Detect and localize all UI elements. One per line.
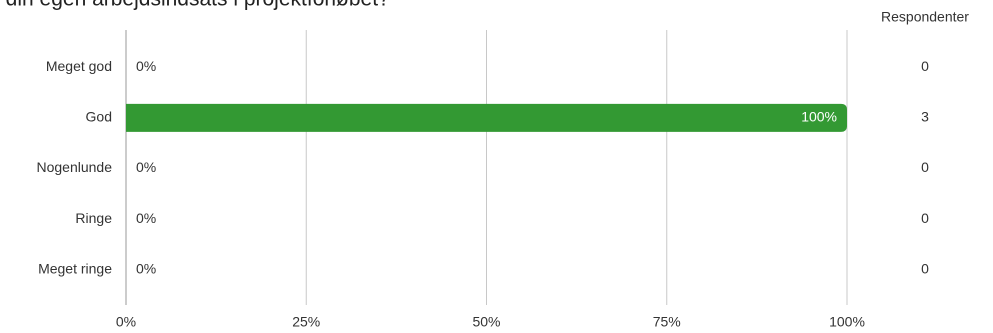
y-tick-label: Ringe [75, 210, 112, 226]
respondent-count: 0 [921, 58, 929, 74]
bar [126, 103, 847, 132]
x-tick-label: 50% [472, 314, 500, 330]
x-tick-label: 25% [292, 314, 320, 330]
x-tick-label: 75% [653, 314, 681, 330]
value-label: 0% [136, 159, 156, 175]
value-label: 0% [136, 58, 156, 74]
value-label: 0% [136, 210, 156, 226]
respondent-count: 0 [921, 210, 929, 226]
chart-title: t din egen arbejdsindsats i projektforlø… [0, 0, 390, 11]
respondent-count: 0 [921, 260, 929, 276]
y-tick-label: God [86, 109, 112, 125]
y-tick-label: Meget god [46, 58, 112, 74]
x-tick-label: 0% [116, 314, 136, 330]
y-tick-label: Meget ringe [38, 260, 112, 276]
respondents-header: Respondenter [881, 9, 969, 25]
value-label: 0% [136, 260, 156, 276]
x-tick-label: 100% [829, 314, 865, 330]
respondent-count: 3 [921, 109, 929, 125]
respondent-count: 0 [921, 159, 929, 175]
y-tick-label: Nogenlunde [36, 159, 112, 175]
value-label: 100% [801, 109, 837, 125]
